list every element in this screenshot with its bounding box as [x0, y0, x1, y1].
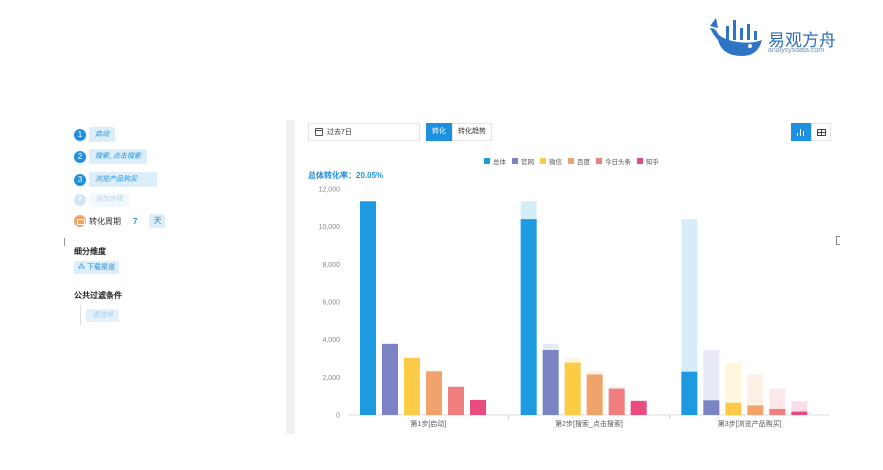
calendar-icon: [315, 128, 323, 136]
bar: [360, 201, 376, 415]
conversion-period-unit[interactable]: 天: [149, 214, 166, 228]
breakdown-title: 细分维度: [74, 247, 106, 256]
funnel-step-3[interactable]: 3 浏览产品购买: [74, 172, 157, 187]
bar-previous-step: [725, 362, 742, 415]
bar: [404, 357, 420, 415]
legend-swatch: [596, 158, 602, 164]
date-range-picker[interactable]: 过去7日: [308, 123, 420, 141]
legend-item[interactable]: 今日头条: [596, 156, 631, 166]
date-range-value: 过去7日: [327, 129, 352, 136]
filter-select[interactable]: 请选择: [86, 309, 119, 322]
y-tick-label: 8,000: [322, 262, 340, 269]
conversion-period: 转化周期 7 天: [74, 214, 166, 228]
legend-item[interactable]: 微信: [540, 156, 562, 166]
bar: [747, 405, 764, 415]
bar-previous-step: [791, 401, 808, 415]
legend-label: 知乎: [646, 159, 659, 166]
legend-label: 微信: [549, 159, 562, 166]
plus-icon: +: [74, 194, 86, 206]
overall-conversion-rate: 总体转化率：20.05%: [308, 171, 384, 180]
breakdown-chip-label: 下载渠道: [86, 264, 115, 271]
legend-item[interactable]: 总体: [484, 156, 506, 166]
legend-swatch: [568, 158, 574, 164]
legend-label: 总体: [493, 159, 506, 166]
bar: [520, 219, 537, 415]
bar: [630, 401, 647, 415]
bar-previous-step: [703, 350, 720, 415]
analysis-tabs: 转化 转化趋势: [426, 123, 492, 141]
legend-swatch: [484, 158, 490, 164]
bar-chart-icon: [797, 128, 805, 136]
add-step-button[interactable]: + 添加步骤: [74, 193, 129, 207]
step-event-select[interactable]: 启动: [89, 127, 115, 142]
x-tick-label: 第3步[浏览产品购买]: [718, 419, 782, 428]
tab-conversion[interactable]: 转化: [426, 123, 452, 141]
bar: [586, 374, 603, 415]
legend-swatch: [512, 158, 518, 164]
y-tick-label: 0: [336, 413, 340, 420]
legend-item[interactable]: 官网: [512, 156, 534, 166]
bar-previous-step: [769, 388, 786, 415]
add-step-label: 添加步骤: [89, 193, 129, 207]
legend-item[interactable]: 知乎: [637, 156, 659, 166]
legend-label: 官网: [521, 159, 534, 166]
step-event-select[interactable]: 浏览产品购买: [89, 172, 157, 187]
y-tick-label: 10,000: [319, 224, 341, 231]
right-edge-handle[interactable]: [836, 236, 840, 245]
legend-label: 今日头条: [605, 159, 631, 166]
calendar-icon: [74, 215, 86, 227]
left-edge-handle[interactable]: [64, 238, 67, 246]
legend-label: 百度: [577, 159, 590, 166]
chart-legend: 总体 官网 微信 百度 今日头条 知乎: [484, 156, 665, 166]
step-event-select[interactable]: 搜索_点击搜索: [89, 149, 147, 164]
conversion-period-input[interactable]: 7: [133, 216, 138, 226]
filter-connector: [80, 305, 81, 325]
step-number: 2: [74, 150, 86, 163]
legend-swatch: [637, 158, 643, 164]
bar: [703, 400, 720, 415]
legend-swatch: [540, 158, 546, 164]
breakdown-icon: ⁂: [78, 264, 87, 271]
funnel-step-2[interactable]: 2 搜索_点击搜索: [74, 149, 147, 164]
funnel-step-1[interactable]: 1 启动: [74, 127, 115, 142]
bar: [791, 411, 808, 415]
legend-item[interactable]: 百度: [568, 156, 590, 166]
conversion-period-label: 转化周期: [89, 216, 121, 226]
y-tick-label: 6,000: [322, 300, 340, 307]
table-view-button[interactable]: [811, 123, 831, 141]
bar: [542, 350, 559, 415]
bar: [725, 402, 742, 415]
brand-name: 易观方舟: [768, 31, 836, 50]
table-icon: [816, 128, 826, 136]
bar-previous-step: [747, 374, 764, 415]
filters-title: 公共过滤条件: [74, 291, 122, 300]
brand-logo: 易观方舟 analysysdata.com: [708, 14, 848, 64]
view-switcher: [791, 123, 831, 141]
tab-conversion-trend[interactable]: 转化趋势: [452, 123, 492, 141]
step-number: 1: [74, 128, 86, 141]
brand-url: analysysdata.com: [768, 47, 825, 54]
bar-previous-step: [681, 219, 698, 415]
bar: [448, 386, 464, 415]
y-tick-label: 2,000: [322, 375, 340, 382]
y-tick-label: 4,000: [322, 337, 340, 344]
panel-divider: [286, 120, 295, 434]
funnel-bar-chart: 0 2,000 4,000 6,000 8,000 10,000 12,000 第1步[启动]…: [319, 187, 830, 428]
bar: [382, 343, 398, 415]
bar-view-button[interactable]: [791, 123, 811, 141]
x-tick-label: 第1步[启动]: [410, 419, 446, 428]
bar: [426, 371, 442, 415]
bar: [681, 371, 698, 415]
bar: [769, 408, 786, 415]
y-tick-label: 12,000: [319, 187, 341, 194]
step-number: 3: [74, 173, 86, 186]
whale-bars-icon: [710, 18, 762, 56]
bar: [564, 362, 581, 415]
bar: [608, 388, 625, 415]
breakdown-chip[interactable]: ⁂ 下载渠道: [74, 261, 119, 274]
x-tick-label: 第2步[搜索_点击搜索]: [555, 419, 623, 428]
bar: [470, 399, 486, 415]
